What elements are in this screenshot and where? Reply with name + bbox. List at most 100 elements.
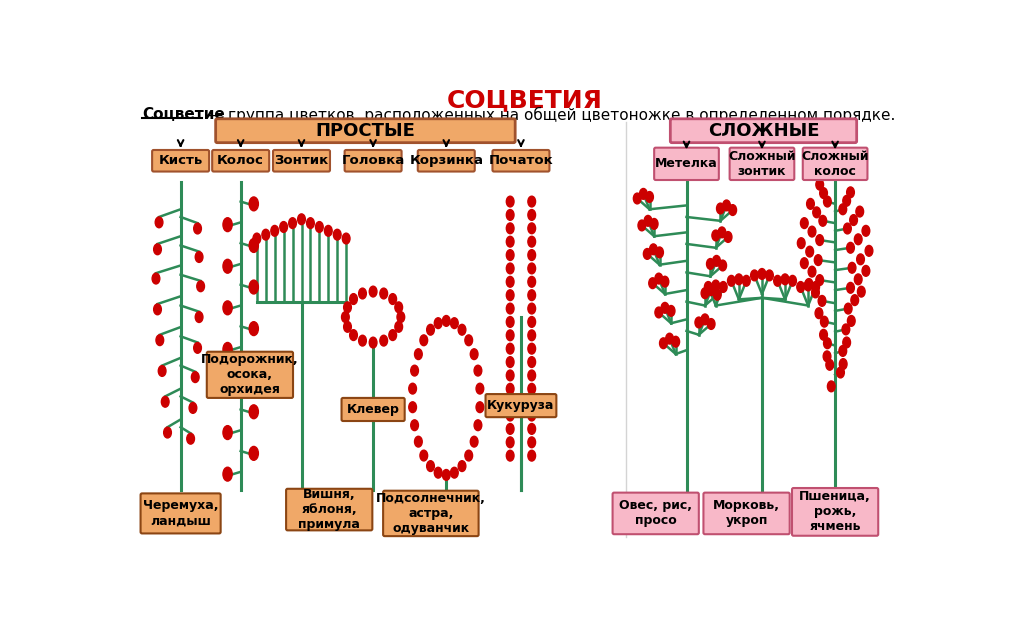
Ellipse shape [843, 337, 851, 348]
Ellipse shape [823, 338, 831, 348]
Ellipse shape [506, 356, 514, 368]
Text: СЛОЖНЫЕ: СЛОЖНЫЕ [708, 122, 819, 140]
Ellipse shape [713, 255, 720, 266]
Ellipse shape [415, 437, 422, 447]
Ellipse shape [506, 383, 514, 394]
Text: Метелка: Метелка [655, 157, 718, 170]
Ellipse shape [820, 316, 828, 327]
Ellipse shape [823, 196, 831, 207]
FancyBboxPatch shape [493, 150, 550, 171]
Ellipse shape [409, 383, 417, 394]
Ellipse shape [434, 318, 442, 329]
Ellipse shape [528, 397, 536, 407]
Ellipse shape [196, 252, 203, 263]
Ellipse shape [798, 238, 805, 248]
Ellipse shape [528, 356, 536, 368]
Ellipse shape [271, 225, 279, 236]
Ellipse shape [191, 372, 199, 383]
Ellipse shape [705, 281, 712, 292]
Ellipse shape [695, 317, 702, 328]
Ellipse shape [857, 254, 864, 265]
Ellipse shape [528, 237, 536, 247]
Text: Морковь,
укроп: Морковь, укроп [713, 499, 780, 527]
Ellipse shape [646, 191, 653, 202]
Ellipse shape [249, 280, 258, 294]
Ellipse shape [420, 450, 428, 461]
FancyBboxPatch shape [671, 119, 857, 143]
Ellipse shape [751, 270, 759, 281]
Text: Кисть: Кисть [159, 154, 203, 167]
Ellipse shape [528, 317, 536, 327]
FancyBboxPatch shape [730, 148, 795, 180]
Ellipse shape [415, 349, 422, 360]
Ellipse shape [649, 244, 657, 255]
Ellipse shape [223, 467, 232, 481]
Ellipse shape [788, 275, 797, 286]
FancyBboxPatch shape [153, 150, 209, 171]
Ellipse shape [411, 365, 419, 376]
Ellipse shape [857, 286, 865, 297]
Ellipse shape [476, 383, 483, 394]
Ellipse shape [506, 317, 514, 327]
Ellipse shape [506, 237, 514, 247]
Ellipse shape [349, 294, 357, 304]
Ellipse shape [854, 234, 862, 245]
Ellipse shape [847, 283, 854, 293]
Ellipse shape [506, 196, 514, 207]
Ellipse shape [458, 461, 466, 471]
Ellipse shape [506, 209, 514, 220]
Ellipse shape [223, 384, 232, 398]
Ellipse shape [816, 235, 823, 245]
FancyBboxPatch shape [342, 398, 404, 421]
Ellipse shape [720, 281, 727, 292]
Ellipse shape [808, 266, 816, 277]
Text: Колос: Колос [217, 154, 264, 167]
Ellipse shape [797, 281, 805, 292]
Ellipse shape [506, 410, 514, 421]
Circle shape [352, 296, 394, 338]
Ellipse shape [189, 402, 197, 414]
Ellipse shape [638, 220, 646, 231]
Text: Кукуруза: Кукуруза [487, 399, 555, 412]
Ellipse shape [819, 188, 827, 199]
Ellipse shape [223, 218, 232, 232]
FancyBboxPatch shape [140, 494, 220, 533]
FancyBboxPatch shape [273, 150, 330, 171]
Text: Черемуха,
ландыш: Черемуха, ландыш [143, 499, 218, 527]
Ellipse shape [862, 266, 869, 276]
Ellipse shape [223, 425, 232, 440]
Ellipse shape [735, 274, 742, 285]
Ellipse shape [801, 258, 808, 268]
Ellipse shape [718, 227, 726, 238]
Ellipse shape [856, 206, 863, 217]
Ellipse shape [344, 322, 351, 332]
Ellipse shape [389, 330, 396, 340]
Ellipse shape [818, 296, 826, 306]
Ellipse shape [370, 337, 377, 348]
Ellipse shape [416, 325, 477, 471]
Ellipse shape [458, 324, 466, 335]
Ellipse shape [528, 370, 536, 381]
Ellipse shape [662, 276, 669, 287]
Ellipse shape [766, 270, 773, 281]
Ellipse shape [249, 405, 258, 419]
Ellipse shape [528, 424, 536, 434]
Text: Клевер: Клевер [347, 403, 399, 416]
Ellipse shape [758, 268, 766, 279]
Ellipse shape [470, 437, 478, 447]
Ellipse shape [506, 290, 514, 301]
FancyBboxPatch shape [212, 150, 269, 171]
Text: Вишня,
яблоня,
примула: Вишня, яблоня, примула [298, 488, 360, 531]
Ellipse shape [506, 397, 514, 407]
Ellipse shape [153, 273, 160, 284]
Ellipse shape [528, 196, 536, 207]
Ellipse shape [325, 225, 332, 236]
Ellipse shape [465, 450, 473, 461]
Ellipse shape [186, 433, 195, 444]
Ellipse shape [506, 437, 514, 448]
Ellipse shape [839, 204, 847, 215]
Ellipse shape [506, 250, 514, 260]
Ellipse shape [848, 315, 855, 326]
Ellipse shape [194, 342, 202, 353]
Text: Головка: Головка [341, 154, 404, 167]
